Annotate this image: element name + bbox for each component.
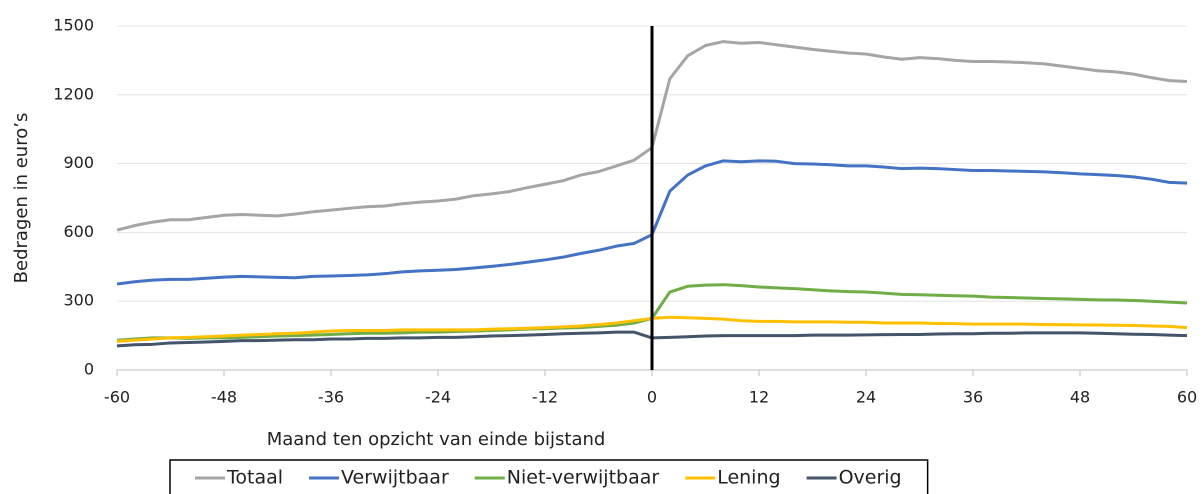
x-tick-label: 0 — [647, 388, 657, 407]
x-tick-label: 24 — [856, 388, 876, 407]
legend-label: Niet-verwijtbaar — [507, 467, 660, 489]
y-tick-label: 600 — [63, 222, 94, 241]
y-tick-label: 900 — [63, 153, 94, 172]
legend-label: Totaal — [226, 467, 283, 489]
x-tick-label: -24 — [425, 388, 451, 407]
x-tick-label: -12 — [532, 388, 558, 407]
y-tick-label: 300 — [63, 291, 94, 310]
x-tick-label: -36 — [318, 388, 344, 407]
x-tick-label: -60 — [104, 388, 130, 407]
x-tick-label: -48 — [211, 388, 237, 407]
legend-label: Verwijtbaar — [341, 467, 449, 489]
x-axis-label: Maand ten opzicht van einde bijstand — [267, 429, 606, 450]
x-tick-label: 12 — [749, 388, 769, 407]
x-tick-label: 60 — [1177, 388, 1197, 407]
legend-label: Lening — [717, 467, 780, 489]
y-tick-label: 1500 — [53, 16, 94, 35]
legend-label: Overig — [839, 467, 902, 489]
y-axis-label: Bedragen in euro’s — [11, 113, 32, 284]
y-tick-label: 1200 — [53, 84, 94, 103]
x-tick-label: 36 — [963, 388, 983, 407]
legend-box — [169, 459, 929, 494]
y-tick-label: 0 — [84, 360, 94, 379]
x-tick-label: 48 — [1070, 388, 1090, 407]
